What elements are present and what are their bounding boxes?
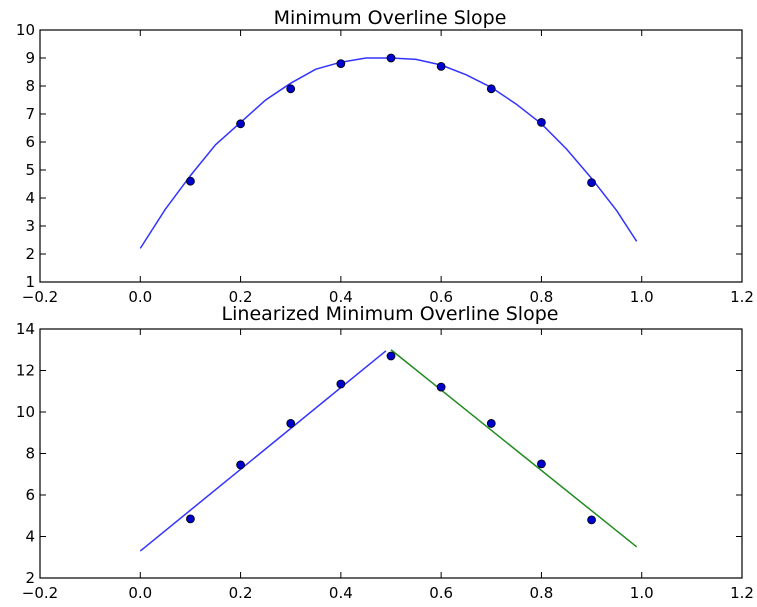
plot-frame [39, 29, 743, 283]
plot-frame [39, 328, 743, 579]
x-tick-label: 0.2 [229, 288, 253, 306]
y-tick-label: 2 [25, 245, 35, 263]
x-tick-label: 1.0 [630, 288, 654, 306]
x-tick-label: −0.2 [22, 288, 58, 306]
y-tick-label: 12 [16, 362, 35, 380]
y-tick-label: 1 [25, 273, 35, 291]
x-tick-label: 0.2 [229, 584, 253, 602]
x-tick-label: 1.2 [730, 584, 754, 602]
data-point [537, 459, 546, 469]
data-point [436, 62, 446, 71]
chart-panel-linearized-minimum-overline-slope: −0.2 0.0 0.2 0.4 0.6 0.8 1.0 1.2 2 4 6 8 10 12 14 Linea… [16, 303, 754, 602]
x-tick-label: 0.6 [429, 288, 453, 306]
data-point [486, 84, 496, 94]
x-tick-label: 1.0 [630, 584, 654, 602]
data-point [236, 460, 245, 470]
data-point [537, 118, 546, 127]
y-tick-label: 4 [25, 528, 35, 546]
x-tick-label: 1.2 [730, 288, 754, 306]
y-tick-label: 14 [16, 320, 35, 338]
series-line-2 [390, 349, 638, 548]
x-tick-label: 0.8 [529, 288, 553, 306]
y-tick-label: 6 [25, 133, 35, 151]
chart-title: Minimum Overline Slope [274, 7, 507, 29]
data-point [386, 351, 396, 361]
data-point [286, 84, 296, 94]
data-point [436, 382, 446, 392]
y-tick-label: 7 [25, 105, 35, 123]
data-point [587, 515, 596, 525]
series-line-1 [139, 350, 387, 552]
data-point [186, 176, 195, 186]
data-point [587, 178, 596, 188]
x-tick-label: 0.0 [128, 584, 152, 602]
x-tick-label: 0.4 [329, 288, 353, 306]
x-tick-label: −0.2 [22, 584, 58, 602]
x-tick-label: 0.8 [529, 584, 553, 602]
y-tick-label: 8 [25, 445, 35, 463]
series-line-1 [139, 57, 638, 249]
data-point [336, 379, 346, 389]
data-point [386, 53, 396, 63]
data-point [236, 119, 245, 129]
chart-panel-minimum-overline-slope: −0.2 0.0 0.2 0.4 0.6 0.8 1.0 1.2 1 2 3 4 5 6 7 8 9 10 Mini… [16, 7, 754, 306]
x-tick-label: 0.0 [128, 288, 152, 306]
data-point [336, 59, 346, 68]
y-tick-label: 10 [16, 403, 35, 421]
x-tick-label: 0.6 [429, 584, 453, 602]
y-tick-label: 5 [25, 161, 35, 179]
y-tick-label: 8 [25, 77, 35, 95]
y-tick-label: 4 [25, 189, 35, 207]
x-tick-label: 0.4 [329, 584, 353, 602]
data-point [486, 419, 496, 428]
y-tick-label: 10 [16, 21, 35, 39]
y-tick-label: 9 [25, 49, 35, 67]
y-tick-label: 6 [25, 486, 35, 504]
y-tick-label: 2 [25, 569, 35, 587]
data-point [286, 419, 296, 428]
data-point [186, 514, 195, 524]
chart-title: Linearized Minimum Overline Slope [222, 303, 559, 325]
y-tick-label: 3 [25, 217, 35, 235]
